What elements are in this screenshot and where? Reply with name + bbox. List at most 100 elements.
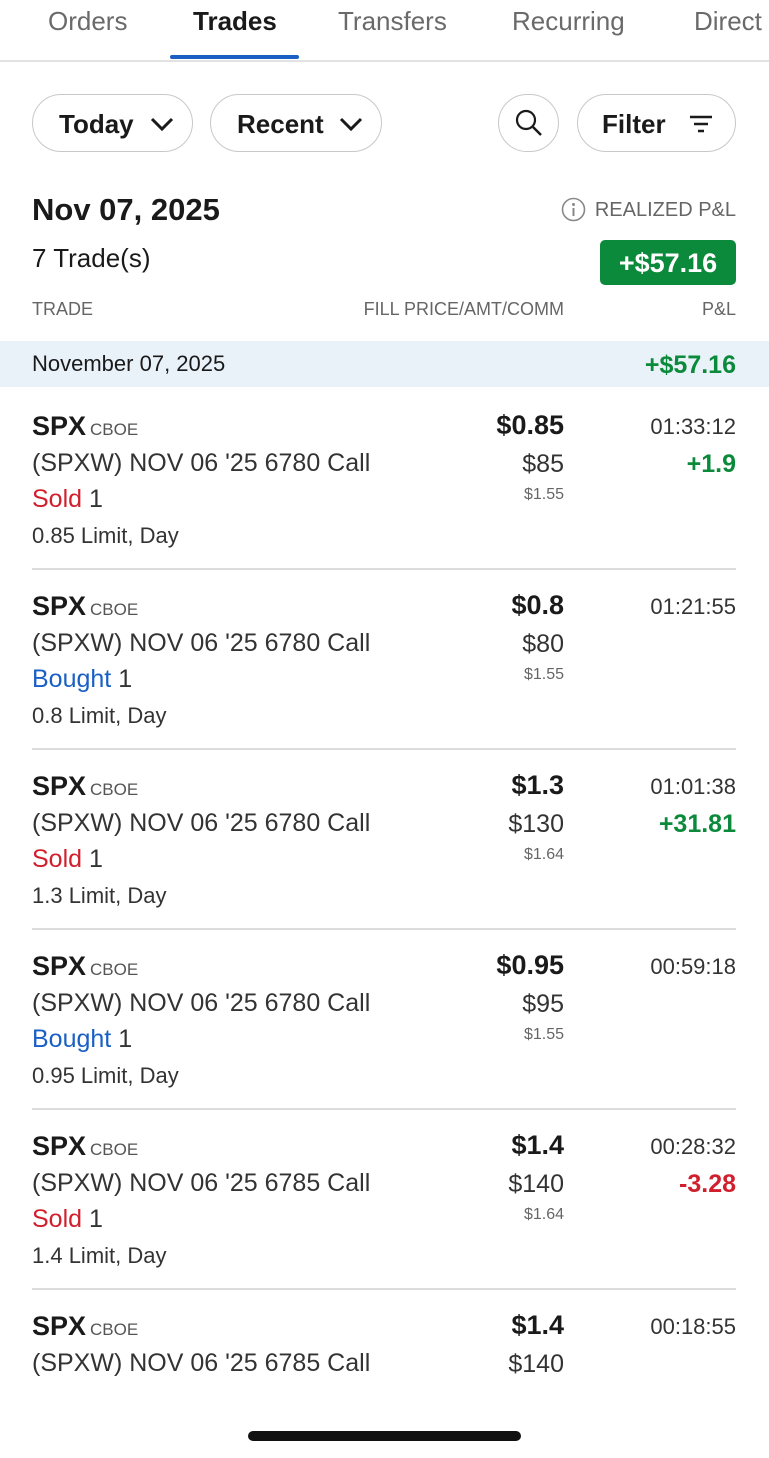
exchange: CBOE [90, 420, 139, 439]
search-icon [515, 109, 542, 136]
side-line: Sold 1 [32, 484, 103, 514]
description: (SPXW) NOV 06 '25 6780 Call [32, 629, 371, 657]
quantity: 1 [118, 1025, 133, 1053]
divider [32, 928, 736, 930]
column-header: FILL PRICE/AMT/COMM [363, 299, 564, 319]
exchange: CBOE [90, 960, 139, 979]
trade-list: SPX CBOE (SPXW) NOV 06 '25 6780 Call Sold 1… [0, 388, 769, 1391]
amount: $85 [522, 450, 564, 478]
trade-row[interactable]: SPX CBOE (SPXW) NOV 06 '25 6785 Call $1.4 $1… [0, 1288, 769, 1391]
description: (SPXW) NOV 06 '25 6785 Call [32, 1349, 371, 1377]
fill-price: $1.3 [511, 770, 564, 800]
filter-button[interactable]: Filter [577, 94, 736, 152]
exchange: CBOE [90, 600, 139, 619]
description: (SPXW) NOV 06 '25 6780 Call [32, 989, 371, 1017]
side-line: Sold 1 [32, 844, 103, 874]
pnl: -3.28 [679, 1170, 736, 1198]
commission: $1.55 [523, 666, 564, 683]
amount: $140 [508, 1350, 564, 1378]
trade-row[interactable]: SPX CBOE (SPXW) NOV 06 '25 6780 Call Bought… [0, 928, 769, 1108]
divider [32, 568, 736, 570]
trade-row[interactable]: SPX CBOE (SPXW) NOV 06 '25 6785 Call Sold 1… [0, 1108, 769, 1288]
realized-value: +$57.16 [618, 248, 718, 278]
side: Sold [32, 485, 83, 513]
info-icon[interactable] [561, 197, 586, 222]
quantity: 1 [89, 845, 103, 873]
time: 01:01:38 [650, 774, 736, 799]
tab-underline [170, 55, 299, 59]
side-line: Sold 1 [32, 1204, 103, 1234]
commission: $1.55 [523, 1026, 564, 1043]
group-pnl: +$57.16 [644, 351, 736, 379]
tab-bar: Orders Trades Transfers Recurring Direct [0, 0, 769, 62]
quantity: 1 [118, 665, 133, 693]
period-button[interactable]: Today [32, 94, 193, 152]
pnl: +1.9 [686, 450, 736, 478]
tab[interactable]: Direct [694, 6, 762, 36]
symbol: SPX [32, 411, 87, 441]
quantity: 1 [89, 485, 103, 513]
column-header: P&L [701, 299, 736, 319]
amount: $140 [508, 1170, 564, 1198]
filter-label: Filter [602, 109, 666, 139]
side: Bought [32, 665, 112, 693]
commission: $1.55 [523, 486, 564, 503]
time: 01:21:55 [650, 594, 736, 619]
pnl: +31.81 [658, 810, 736, 838]
side: Sold [32, 1205, 83, 1233]
side: Bought [32, 1025, 112, 1053]
commission: $1.64 [523, 1206, 564, 1223]
symbol: SPX [32, 1311, 87, 1341]
sort-label: Recent [237, 109, 324, 139]
time: 00:59:18 [650, 954, 736, 979]
side-line: Bought 1 [32, 664, 132, 694]
amount: $80 [522, 630, 564, 658]
time: 00:18:55 [650, 1314, 736, 1339]
fill-price: $1.4 [511, 1310, 564, 1340]
group-header: November 07, 2025 +$57.16 [0, 341, 769, 387]
summary-date: Nov 07, 2025 [32, 192, 220, 227]
fill-price: $0.95 [496, 950, 564, 980]
filter-icon [690, 115, 712, 133]
tab[interactable]: Recurring [512, 6, 625, 36]
column-header: TRADE [32, 299, 94, 319]
realized-badge: +$57.16 [600, 240, 736, 285]
description: (SPXW) NOV 06 '25 6785 Call [32, 1169, 371, 1197]
realized-label: REALIZED P&L [594, 199, 736, 221]
order-type: 1.4 Limit, Day [32, 1243, 167, 1268]
symbol: SPX [32, 1131, 87, 1161]
trade-count: 7 Trade(s) [32, 243, 151, 273]
exchange: CBOE [90, 1320, 139, 1339]
time: 00:28:32 [650, 1134, 736, 1159]
quantity: 1 [89, 1205, 103, 1233]
tab[interactable]: Orders [48, 6, 128, 36]
side: Sold [32, 845, 83, 873]
tab[interactable]: Trades [193, 6, 277, 36]
order-type: 0.8 Limit, Day [32, 703, 167, 728]
trade-row[interactable]: SPX CBOE (SPXW) NOV 06 '25 6780 Call Bought… [0, 568, 769, 748]
order-type: 1.3 Limit, Day [32, 883, 167, 908]
order-type: 0.85 Limit, Day [32, 523, 179, 548]
symbol: SPX [32, 951, 87, 981]
home-indicator [248, 1431, 521, 1441]
fill-price: $0.8 [511, 590, 564, 620]
trade-row[interactable]: SPX CBOE (SPXW) NOV 06 '25 6780 Call Sold 1… [0, 388, 769, 568]
description: (SPXW) NOV 06 '25 6780 Call [32, 449, 371, 477]
chevron [339, 117, 363, 132]
divider [32, 1288, 736, 1290]
exchange: CBOE [90, 1140, 139, 1159]
divider [32, 748, 736, 750]
description: (SPXW) NOV 06 '25 6780 Call [32, 809, 371, 837]
amount: $95 [522, 990, 564, 1018]
fill-price: $0.85 [496, 410, 564, 440]
sort-button[interactable]: Recent [210, 94, 382, 152]
search-button[interactable] [498, 94, 559, 152]
symbol: SPX [32, 591, 87, 621]
tab[interactable]: Transfers [338, 6, 447, 36]
exchange: CBOE [90, 780, 139, 799]
group-date: November 07, 2025 [32, 351, 226, 376]
trade-row[interactable]: SPX CBOE (SPXW) NOV 06 '25 6780 Call Sold 1… [0, 748, 769, 928]
time: 01:33:12 [650, 414, 736, 439]
period-label: Today [59, 109, 134, 139]
